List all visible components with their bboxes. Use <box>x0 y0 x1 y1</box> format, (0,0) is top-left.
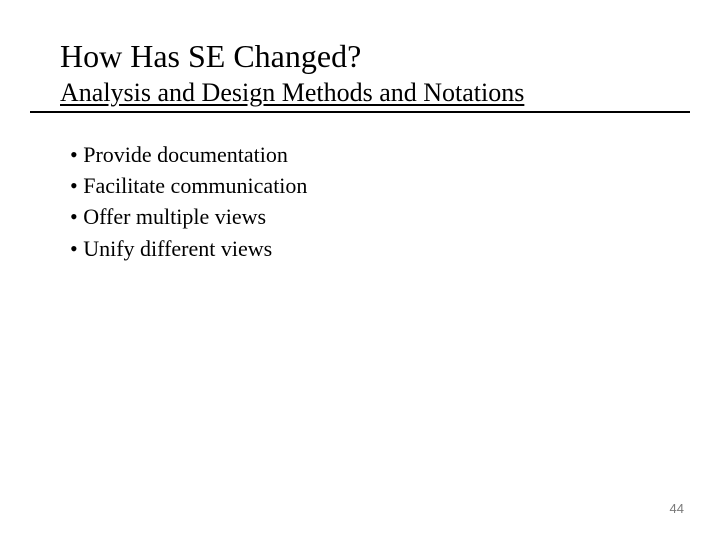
slide-subtitle: Analysis and Design Methods and Notation… <box>60 77 690 108</box>
content-area: Provide documentation Facilitate communi… <box>30 113 690 264</box>
slide-title: How Has SE Changed? <box>60 38 690 75</box>
bullet-item: Unify different views <box>70 233 690 264</box>
slide: How Has SE Changed? Analysis and Design … <box>0 0 720 540</box>
bullet-item: Offer multiple views <box>70 201 690 232</box>
bullet-item: Provide documentation <box>70 139 690 170</box>
bullet-item: Facilitate communication <box>70 170 690 201</box>
page-number: 44 <box>670 501 684 516</box>
title-block: How Has SE Changed? Analysis and Design … <box>30 38 690 108</box>
bullet-list: Provide documentation Facilitate communi… <box>70 139 690 264</box>
